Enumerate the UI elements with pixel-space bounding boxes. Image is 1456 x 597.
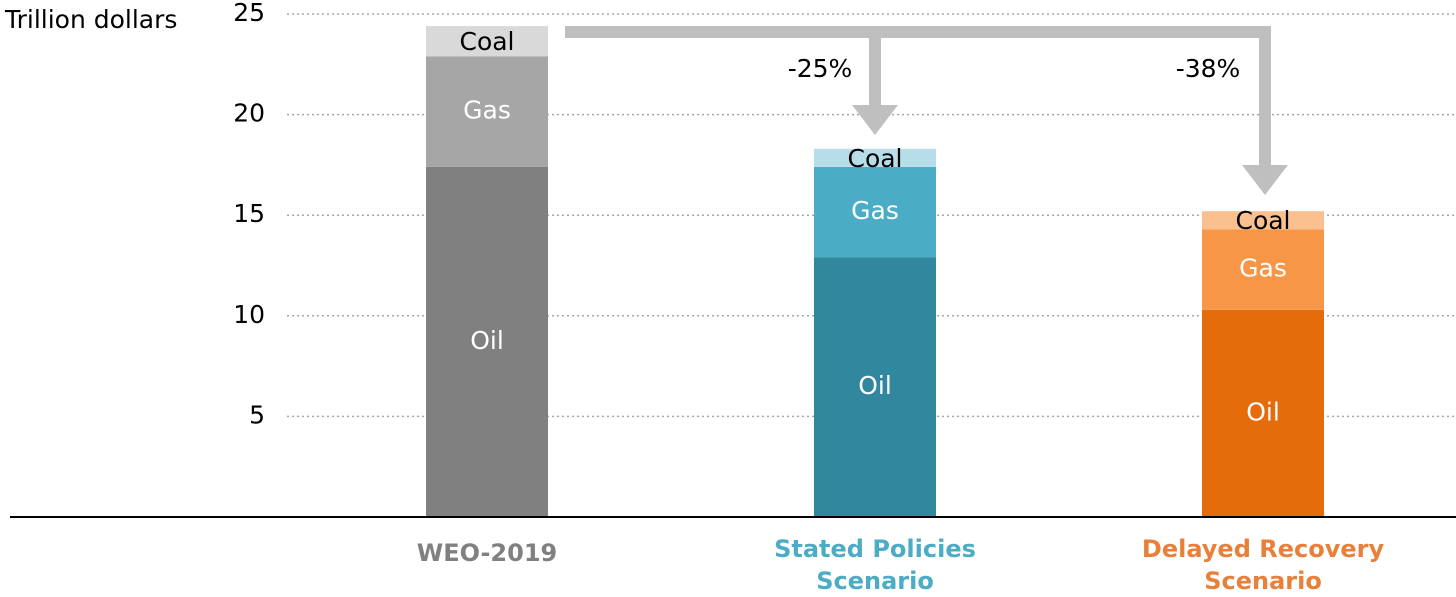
- segment-label: Coal: [847, 144, 902, 173]
- arrow-head: [852, 105, 898, 135]
- segment-label: Coal: [459, 27, 514, 56]
- x-tick-label: WEO-2019: [416, 539, 558, 567]
- segment-label: Oil: [858, 371, 892, 400]
- y-axis-label: Trillion dollars: [4, 5, 177, 34]
- arrow-head: [1242, 165, 1288, 195]
- y-tick-label: 20: [233, 99, 265, 128]
- annotation: -25%: [788, 54, 853, 83]
- y-tick-label: 10: [233, 300, 265, 329]
- bar-segment: [814, 166, 936, 258]
- bar-segment: [426, 26, 548, 57]
- bar-segment: [426, 166, 548, 518]
- x-tick-label: Stated Policies Scenario: [774, 535, 976, 595]
- x-tick-label: Delayed Recovery Scenario: [1141, 535, 1385, 595]
- y-tick-label: 15: [233, 199, 265, 228]
- bar-segment: [814, 148, 936, 167]
- segment-label: Coal: [1235, 206, 1290, 235]
- segment-label: Gas: [463, 96, 511, 125]
- bar-segment: [1202, 229, 1324, 310]
- bar-segment: [426, 56, 548, 167]
- segment-label: Oil: [1246, 397, 1280, 426]
- bar-segment: [1202, 211, 1324, 230]
- y-tick-label: 5: [249, 400, 265, 429]
- bar-segment: [814, 257, 936, 517]
- bar-segment: [1202, 309, 1324, 517]
- y-tick-label: 25: [233, 0, 265, 27]
- annotation: -38%: [1176, 54, 1241, 83]
- segment-label: Gas: [851, 196, 899, 225]
- segment-label: Oil: [470, 326, 504, 355]
- arrow: [565, 26, 1271, 165]
- segment-label: Gas: [1239, 254, 1287, 283]
